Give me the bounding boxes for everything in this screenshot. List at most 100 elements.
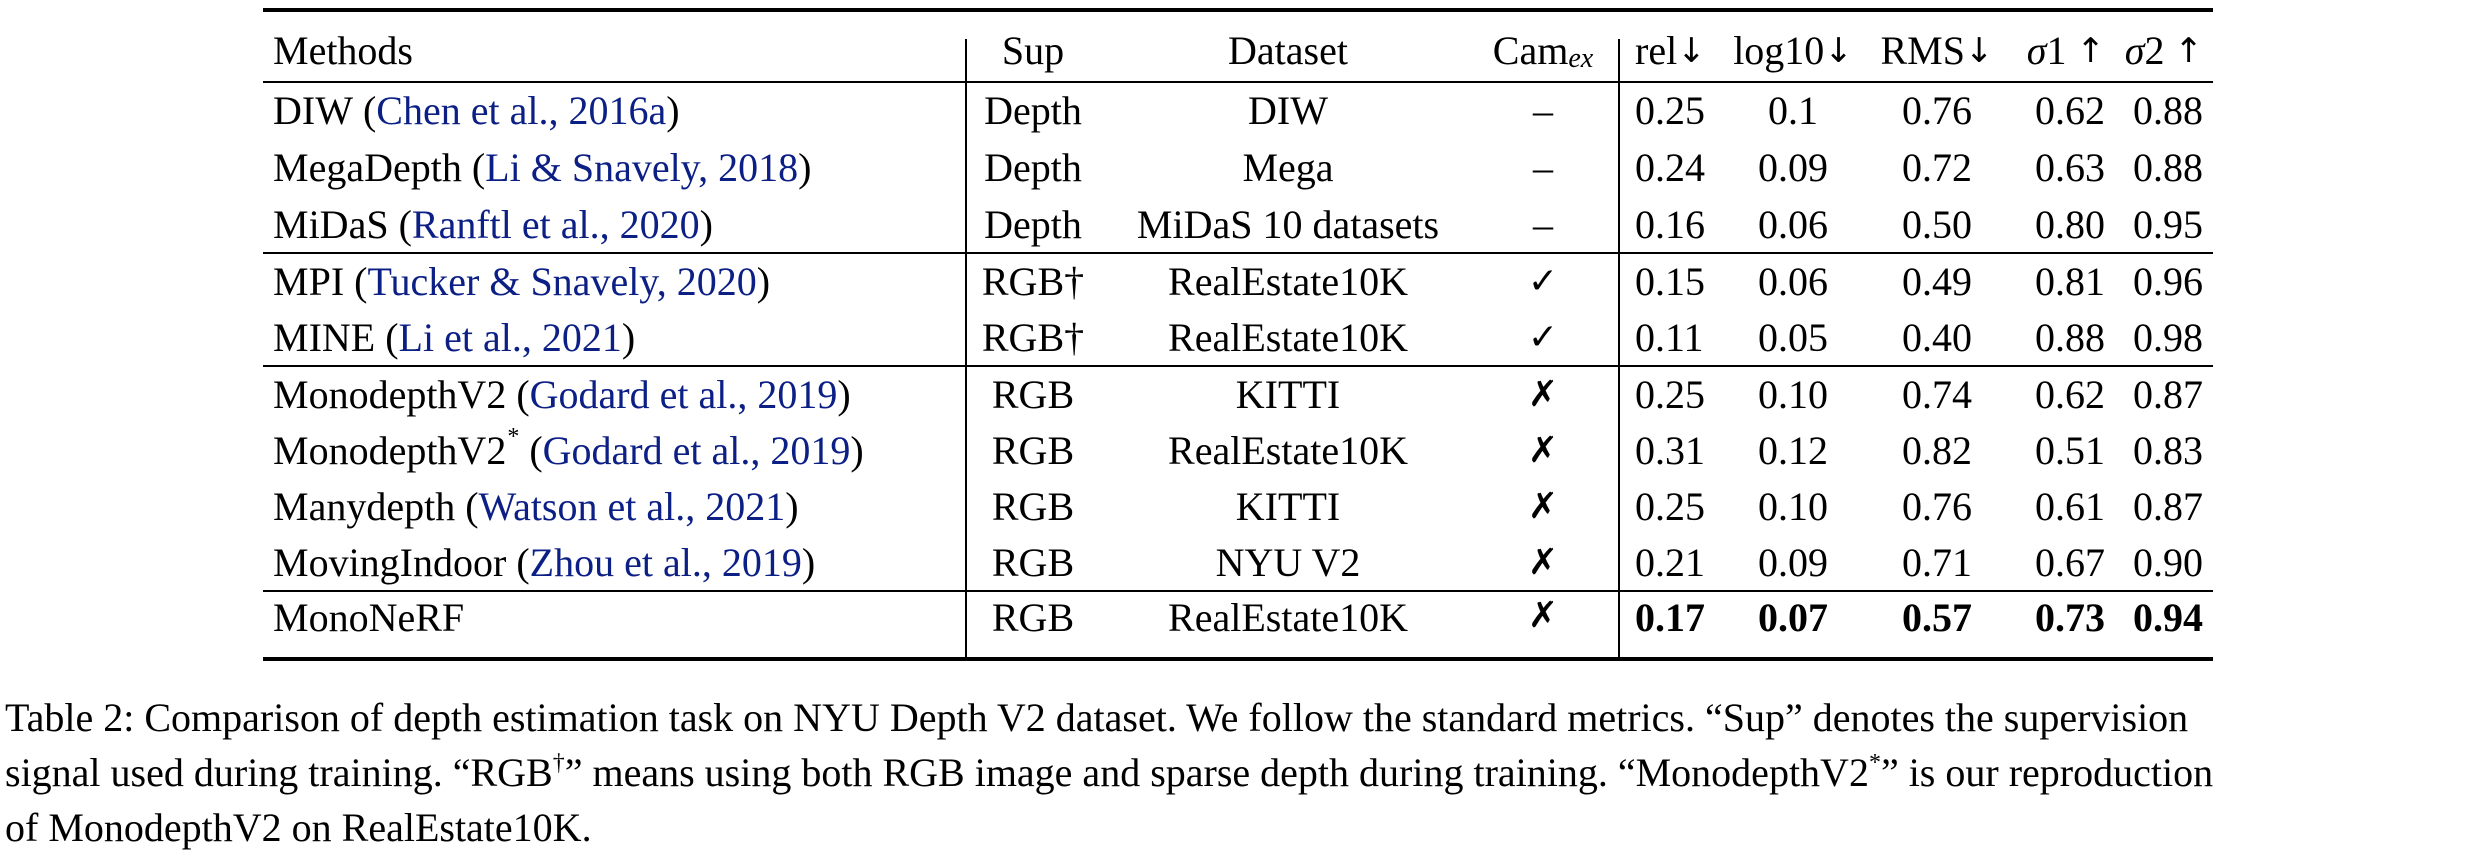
up-arrow-icon: ↑ [2076,30,2106,71]
rms-cell: 0.76 [1902,87,1972,133]
citation-link[interactable]: Godard et al., 2019 [529,371,838,417]
rel-cell: 0.31 [1635,427,1705,473]
sup-cell: Depth [984,201,1082,247]
rms-cell: 0.74 [1902,371,1972,417]
rel-cell: 0.11 [1635,314,1704,360]
caption-label: Table 2: [5,695,135,740]
header-log10: log10 ↓ [1733,27,1853,73]
log10-cell: 0.1 [1768,87,1818,133]
top-rule [263,8,2213,12]
sigma2-cell: 0.90 [2133,539,2203,585]
method-cell: MPI (Tucker & Snavely, 2020) [273,258,771,304]
up-arrow-icon: ↑ [2174,30,2204,71]
caption-line-1: Table 2: Comparison of depth estimation … [5,695,2189,740]
rms-cell: 0.71 [1902,539,1972,585]
sup-cell: Depth [984,87,1082,133]
table-row: MovingIndoor (Zhou et al., 2019) RGB NYU… [263,534,2213,591]
cam-cell: – [1533,144,1553,190]
down-arrow-icon: ↓ [1677,30,1706,71]
rms-cell: 0.40 [1902,314,1972,360]
dataset-cell: RealEstate10K [1168,427,1408,473]
dataset-cell: KITTI [1235,371,1341,417]
citation-link[interactable]: Godard et al., 2019 [542,427,851,473]
log10-cell: 0.05 [1758,314,1828,360]
dataset-cell: MiDaS 10 datasets [1136,201,1440,247]
method-cell: Manydepth (Watson et al., 2021) [273,483,799,529]
sigma2-cell: 0.88 [2133,87,2203,133]
cross-icon: ✗ [1527,373,1559,415]
rel-cell: 0.25 [1635,87,1705,133]
rel-cell: 0.25 [1635,371,1705,417]
sigma1-cell: 0.62 [2035,87,2105,133]
sup-cell: RGB† [981,314,1085,360]
citation-link[interactable]: Chen et al., 2016a [376,87,667,133]
bottom-rule [263,657,2213,661]
sigma1-cell: 0.73 [2035,595,2105,640]
header-rms: RMS ↓ [1880,27,1994,73]
log10-cell: 0.12 [1758,427,1828,473]
log10-cell: 0.06 [1758,201,1828,247]
citation-link[interactable]: Zhou et al., 2019 [529,539,802,585]
sigma1-cell: 0.61 [2035,483,2105,529]
sup-cell: Depth [984,144,1082,190]
rms-cell: 0.49 [1902,258,1972,304]
sigma1-cell: 0.63 [2035,144,2105,190]
dataset-cell: NYU V2 [1215,539,1361,585]
cam-cell: – [1533,87,1553,133]
citation-link[interactable]: Ranftl et al., 2020 [411,201,700,247]
header-sup: Sup [1001,27,1065,73]
method-cell: MiDaS (Ranftl et al., 2020) [273,201,713,247]
citation-link[interactable]: Watson et al., 2021 [478,483,786,529]
check-icon: ✓ [1527,260,1559,302]
sigma2-cell: 0.87 [2133,483,2203,529]
header-methods: Methods [273,27,413,73]
sigma2-cell: 0.88 [2133,144,2203,190]
group-rule-3 [263,590,2213,592]
sigma2-cell: 0.87 [2133,371,2203,417]
citation-link[interactable]: Li et al., 2021 [398,314,622,360]
sigma1-cell: 0.88 [2035,314,2105,360]
cam-cell: – [1533,201,1553,247]
table-row: MPI (Tucker & Snavely, 2020) RGB† RealEs… [263,253,2213,310]
method-cell: MonodepthV2 * (Godard et al., 2019) [273,423,864,473]
citation-link[interactable]: Li & Snavely, 2018 [485,144,799,190]
methods-separator [965,39,967,659]
caption-line-2: signal used during training. “RGB†” mean… [5,750,2214,795]
rel-cell: 0.17 [1635,595,1705,640]
dataset-cell: RealEstate10K [1168,314,1408,360]
table-row: MegaDepth (Li & Snavely, 2018) Depth Meg… [263,139,2213,196]
header-rule [263,81,2213,83]
cross-icon: ✗ [1527,429,1559,471]
rel-cell: 0.25 [1635,483,1705,529]
table-row: MonodepthV2 (Godard et al., 2019) RGB KI… [263,366,2213,423]
dataset-cell: RealEstate10K [1168,595,1408,640]
sup-cell: RGB [991,595,1075,640]
metrics-separator [1618,39,1620,659]
sup-cell: RGB [991,483,1075,529]
citation-link[interactable]: Tucker & Snavely, 2020 [367,258,757,304]
rel-cell: 0.21 [1635,539,1705,585]
method-cell: MINE (Li et al., 2021) [273,314,636,360]
rms-cell: 0.50 [1902,201,1972,247]
sup-cell: RGB [991,539,1075,585]
group-rule-2 [263,365,2213,367]
cross-icon: ✗ [1527,485,1559,527]
log10-cell: 0.10 [1758,371,1828,417]
table-row: DIW (Chen et al., 2016a) Depth DIW – 0.2… [263,82,2213,139]
rel-cell: 0.24 [1635,144,1705,190]
sigma1-cell: 0.51 [2035,427,2105,473]
header-cam-ex: Cam ex [1492,27,1594,74]
log10-cell: 0.10 [1758,483,1828,529]
rms-cell: 0.72 [1902,144,1972,190]
sigma1-cell: 0.80 [2035,201,2105,247]
table-header-row: Methods Sup Dataset Cam ex rel ↓ log10 ↓ RM… [263,22,2213,79]
sigma2-cell: 0.95 [2133,201,2203,247]
table-row: MINE (Li et al., 2021) RGB† RealEstate10… [263,309,2213,366]
table-row-ours: MonoNeRF RGB RealEstate10K ✗ 0.17 0.07 0… [263,591,2213,653]
log10-cell: 0.09 [1758,144,1828,190]
rms-cell: 0.76 [1902,483,1972,529]
method-cell: DIW (Chen et al., 2016a) [273,87,680,133]
check-icon: ✓ [1527,316,1559,358]
